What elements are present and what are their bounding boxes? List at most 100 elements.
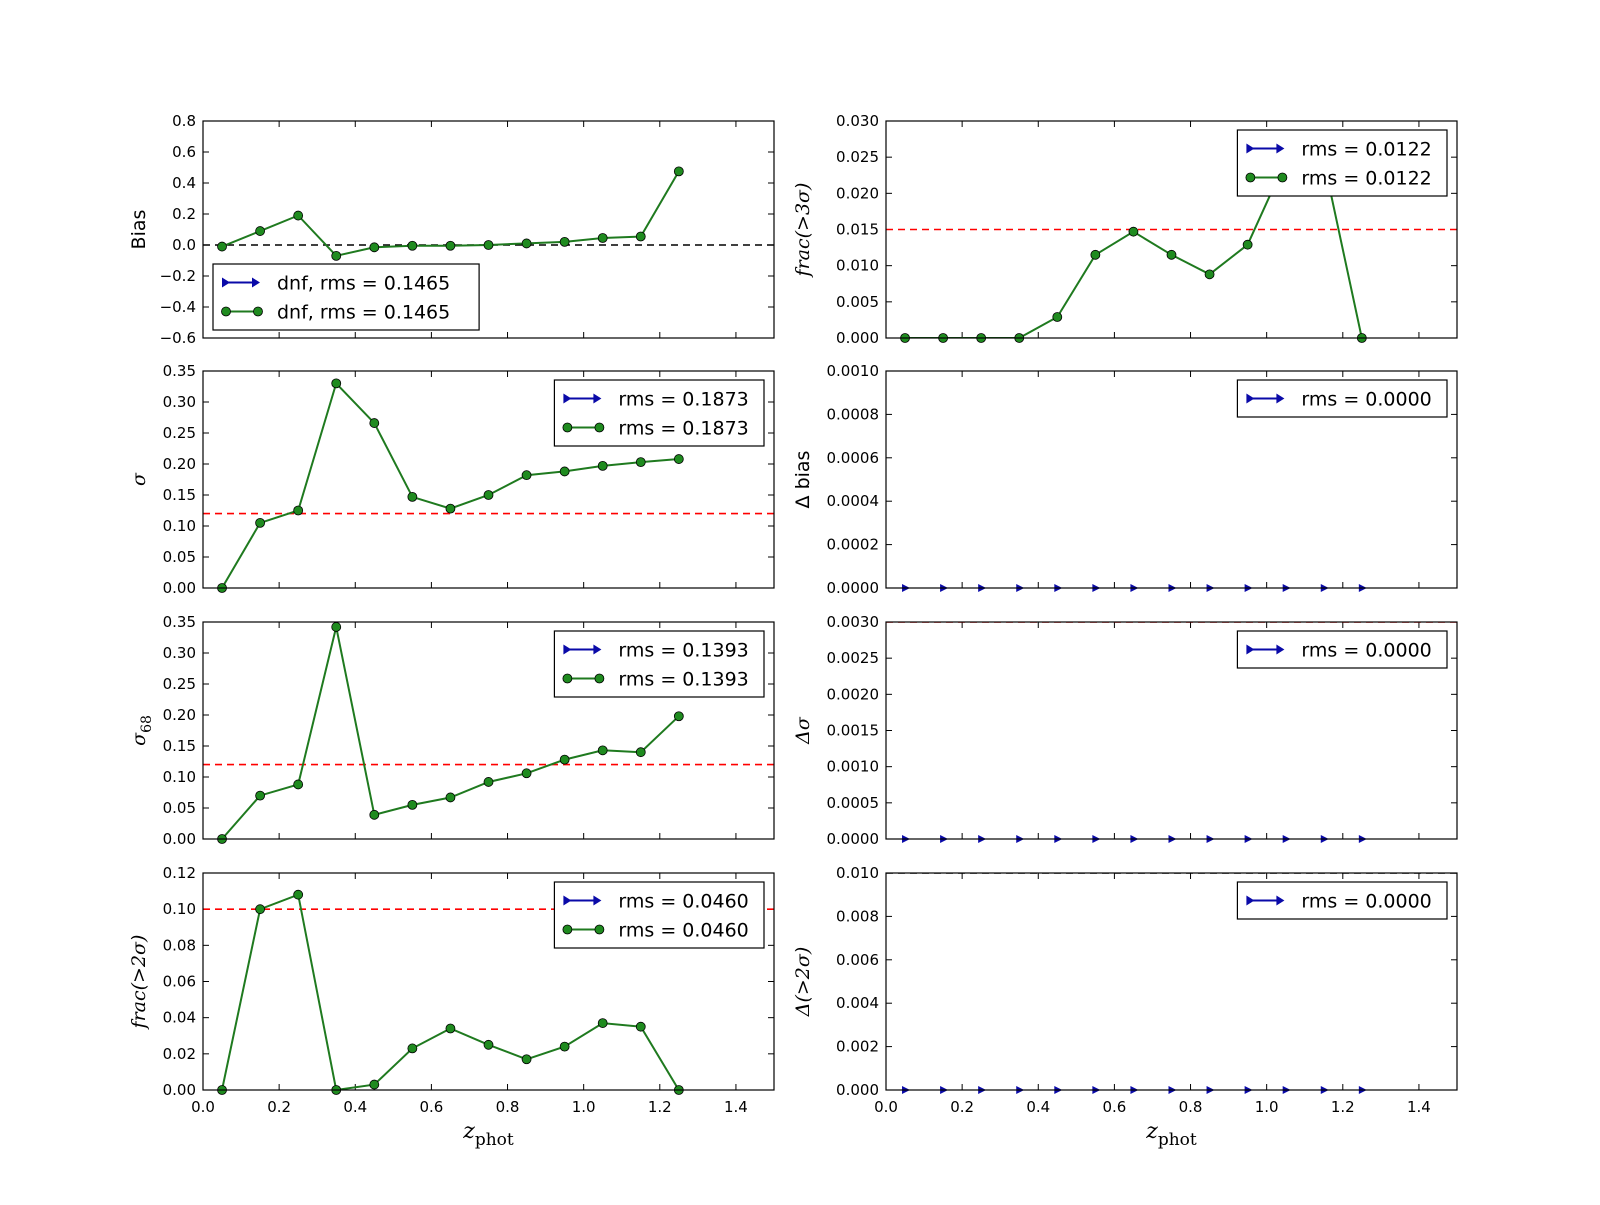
legend: rms = 0.1393 rms = 0.1393 [553,630,765,698]
xtick-label: 0.0 [874,1098,898,1116]
legend-marker [562,924,573,935]
data-point [673,454,684,464]
ytick-label: 0.006 [836,951,879,969]
y-axis-label: σ [128,472,150,486]
ytick-label: 0.0006 [827,449,880,467]
ytick-label: 0.010 [836,257,879,275]
ytick-label: 0.0008 [827,405,880,423]
data-point [293,889,304,900]
data-point [445,1023,456,1034]
legend-box [212,263,480,331]
ytick-label: 0.30 [163,393,196,411]
x-axis-label: zphot [462,1119,514,1150]
legend-marker [1245,172,1256,183]
ytick-label: 0.000 [836,329,879,347]
data-point [369,242,380,253]
ytick-label: 0.0000 [827,830,880,848]
legend-marker [594,673,605,684]
ytick-label: 0.30 [163,644,196,662]
plot-frame [202,621,775,840]
data-point [483,490,494,500]
ytick-label: 0.0004 [827,492,880,510]
xtick-label: 1.4 [1407,1098,1431,1116]
legend: rms = 0.0000 [1236,630,1448,669]
ytick-label: 0.020 [836,184,879,202]
ytick-label: 0.00 [163,830,196,848]
data-point [369,418,380,428]
xtick-label: 0.8 [496,1098,520,1116]
legend-box [553,630,765,698]
y-axis-label-subscript: 68 [139,715,155,733]
data-point [635,231,646,242]
data-point [1128,226,1139,237]
ytick-label: 0.35 [163,362,196,380]
data-point [521,1054,532,1065]
data-point [483,777,494,787]
legend-arrow-head [1276,393,1285,404]
legend-label: dnf, rms = 0.1465 [277,302,450,324]
legend-arrow-head [1276,895,1285,906]
ytick-label: −0.4 [160,298,196,316]
legend-label: rms = 0.0460 [618,891,748,913]
xtick-label: 0.6 [419,1098,443,1116]
legend-label: rms = 0.0122 [1301,168,1431,190]
ytick-label: 0.6 [172,143,196,161]
ytick-label: 0.15 [163,737,196,755]
legend-marker [562,422,573,433]
data-point [407,240,418,251]
xtick-label: 1.4 [724,1098,748,1116]
ytick-label: 0.002 [836,1038,879,1056]
ytick-label: 0.4 [172,174,196,192]
xtick-label: 0.6 [1102,1098,1126,1116]
legend-label: rms = 0.1393 [618,640,748,662]
plot-frame [202,370,775,589]
legend-marker [562,673,573,684]
ytick-label: 0.10 [163,900,196,918]
legend-label: rms = 0.1393 [618,669,748,691]
data-point [331,622,342,632]
legend-arrow-head [593,393,602,404]
panel-sigma: 0.00 0.05 0.10 0.15 0.20 0.25 0.30 0.35 σ rms = 0… [128,362,775,597]
ytick-label: 0.004 [836,994,879,1012]
data-point [293,779,304,790]
legend-label: rms = 0.1873 [618,389,748,411]
data-point [369,1079,380,1090]
legend-arrow-head [1276,644,1285,655]
x-axis-label-subscript: phot [1158,1130,1197,1150]
data-point [293,505,304,516]
data-point [597,745,608,756]
legend-arrow-head [593,644,602,655]
ytick-label: 0.00 [163,1081,196,1099]
xtick-label: 1.0 [572,1098,596,1116]
panel-dsigma: 0.0000 0.0005 0.0010 0.0015 0.0020 0.0025 0.00… [792,613,1458,848]
plot-frame [885,370,1458,589]
legend: rms = 0.0000 [1236,881,1448,920]
xtick-label: 1.0 [1255,1098,1279,1116]
panel-bias: −0.6 −0.4 −0.2 0.0 0.2 0.4 0.6 0.8 Bias dnf, rms … [128,112,775,347]
ytick-label: 0.05 [163,799,196,817]
legend-arrow-head [1276,143,1285,154]
y-axis-label: Δ(>2σ) [792,947,814,1018]
xtick-label: 0.2 [267,1098,291,1116]
legend-label: rms = 0.0000 [1301,389,1431,411]
y-axis-label: Δσ [792,716,814,745]
legend-marker [221,306,231,317]
xtick-label: 0.2 [950,1098,974,1116]
data-point [521,238,532,249]
plot-frame [885,872,1458,1091]
legend: dnf, rms = 0.1465 dnf, rms = 0.1465 [212,263,480,331]
legend-box [1236,129,1448,197]
ytick-label: 0.20 [163,455,196,473]
legend-arrow-head [563,644,572,655]
plot-frame [202,120,775,339]
ytick-label: 0.000 [836,1081,879,1099]
x-axis-label-subscript: phot [475,1130,514,1150]
legend-marker [1277,172,1288,183]
data-point [559,1041,570,1052]
legend-arrow-head [1246,644,1255,655]
ytick-label: 0.08 [163,936,196,954]
legend-label: rms = 0.0000 [1301,891,1431,913]
data-point [1166,249,1177,260]
